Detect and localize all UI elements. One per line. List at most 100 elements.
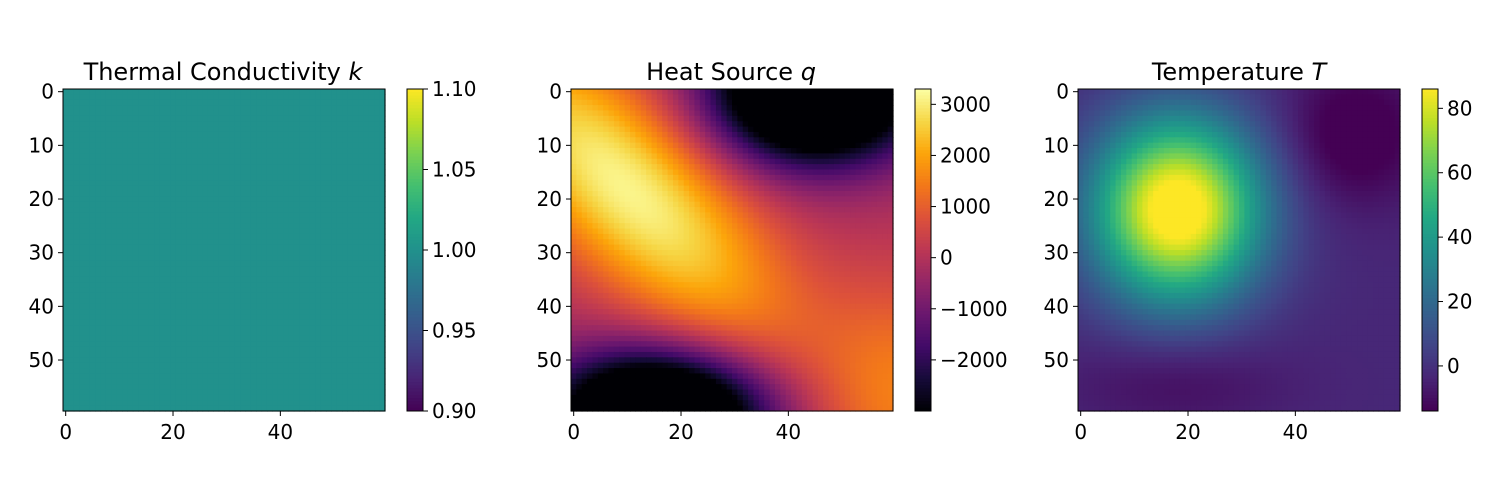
heatmap-cell [374,201,381,208]
heatmap-cell [315,137,322,144]
heatmap-cell [363,282,370,289]
heatmap-cell [213,309,220,315]
heatmap-cell [159,325,166,332]
heatmap-cell [336,180,343,187]
heatmap-cell [699,137,706,144]
heatmap-cell [288,373,295,380]
heatmap-cell [315,94,322,101]
heatmap-cell [256,357,263,364]
heatmap-cell [753,137,760,144]
heatmap-cell [261,266,268,273]
heatmap-cell [363,362,370,369]
heatmap-cell [758,126,765,133]
heatmap-cell [266,126,273,133]
heatmap-cell [379,94,386,101]
heatmap-cell [283,99,289,106]
heatmap-cell [89,185,96,192]
heatmap-cell [143,131,150,138]
heatmap-cell [581,196,588,203]
heatmap-cell [363,121,370,128]
heatmap-cell [839,115,846,122]
heatmap-cell [127,126,134,133]
heatmap-cell [175,341,182,348]
heatmap-cell [181,233,188,240]
heatmap-cell [186,239,193,246]
heatmap-cell [336,158,343,165]
heatmap-cell [159,400,166,407]
heatmap-cell [234,239,241,246]
heatmap-cell [132,378,139,385]
heatmap-cell [100,389,107,396]
heatmap-cell [363,357,370,364]
heatmap-cell [250,126,257,133]
heatmap-cell [860,142,867,149]
heatmap-cell [63,368,69,375]
heatmap-cell [817,121,824,128]
heatmap-cell [218,105,225,112]
heatmap-cell [358,223,365,230]
heatmap-cell [143,115,150,122]
heatmap-cell [331,292,338,299]
heatmap-cell [812,185,819,192]
heatmap-cell [164,362,171,369]
heatmap-cell [694,99,701,106]
heatmap-cell [229,228,236,235]
heatmap-cell [170,99,177,106]
heatmap-cell [68,131,75,138]
heatmap-cell [84,330,91,337]
heatmap-cell [234,244,241,251]
heatmap-cell [127,207,134,214]
heatmap-cell [148,368,155,375]
heatmap-cell [63,115,69,122]
colorbar-segment [407,201,423,206]
heatmap-cell [122,217,128,224]
heatmap-cell [111,137,118,144]
heatmap-cell [266,99,273,106]
heatmap-cell [63,357,69,364]
heatmap-cell [315,303,322,310]
heatmap-cell [89,346,96,353]
heatmap-cell [613,196,620,203]
heatmap-cell [347,362,354,369]
heatmap-cell [293,196,300,203]
heatmap-cell [89,212,96,219]
heatmap-cell [331,148,338,154]
heatmap-cell [352,217,359,224]
heatmap-cell [261,137,268,144]
heatmap-cell [753,110,760,117]
heatmap-cell [132,351,139,358]
heatmap-cell [127,158,134,165]
heatmap-cell [866,89,873,95]
heatmap-cell [699,169,706,176]
heatmap-cell [127,335,134,342]
heatmap-cell [175,131,182,138]
heatmap-cell [240,115,247,122]
heatmap-cell [288,148,295,154]
heatmap-cell [143,99,150,106]
heatmap-cell [105,115,112,122]
heatmap-cell [309,217,316,224]
heatmap-cell [309,89,316,95]
heatmap-cell [272,346,279,353]
heatmap-cell [132,196,139,203]
heatmap-cell [213,110,220,117]
heatmap-cell [630,137,636,144]
heatmap-cell [207,314,214,321]
heatmap-cell [320,164,327,171]
heatmap-cell [245,185,252,192]
heatmap-cell [748,185,755,192]
heatmap-cell [229,319,236,326]
heatmap-cell [597,169,604,176]
heatmap-cell [245,190,252,197]
heatmap-cell [95,394,102,401]
heatmap-cell [293,319,300,326]
heatmap-cell [374,131,381,138]
heatmap-cell [234,89,241,95]
heatmap-cell [299,223,306,230]
heatmap-cell [186,233,193,240]
heatmap-cell [871,142,878,149]
heatmap-cell [635,115,642,122]
heatmap-cell [796,105,803,112]
heatmap-cell [224,368,230,375]
heatmap-cell [261,255,268,262]
